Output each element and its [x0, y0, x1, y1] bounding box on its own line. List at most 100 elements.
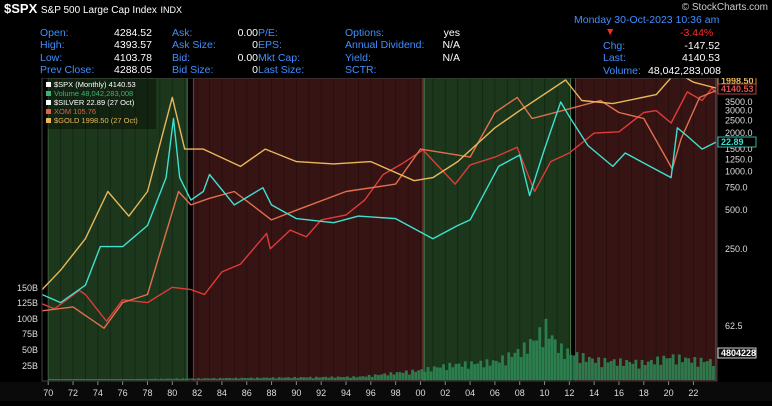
volume-bar	[439, 367, 442, 380]
fundamentals-row-3: Last Size:	[258, 64, 333, 76]
volume-bar	[100, 379, 104, 380]
volume-bar	[113, 379, 117, 380]
x-tick-label: 16	[614, 388, 624, 398]
x-tick-label: 88	[267, 388, 277, 398]
volume-bar	[699, 357, 703, 380]
volume-bar	[426, 367, 430, 380]
right-axis-tick: 2000.0	[725, 128, 753, 138]
volume-bar	[429, 371, 433, 380]
volume-bar	[243, 377, 247, 380]
options-value: yes	[443, 27, 460, 39]
volume-bar	[97, 379, 101, 380]
x-tick-label: 98	[391, 388, 401, 398]
volume-bar	[435, 367, 439, 380]
x-tick-label: 90	[291, 388, 301, 398]
volume-bar	[197, 378, 200, 380]
volume-bar	[411, 369, 414, 380]
summary-label: Volume:	[603, 64, 641, 77]
volume-bar	[57, 379, 61, 380]
volume-bar	[308, 376, 312, 380]
right-axis-tick: 500.0	[725, 205, 748, 215]
volume-bar	[283, 377, 287, 380]
price-chart-svg: 4500.03500.03000.02500.02000.01750.01500…	[0, 71, 772, 401]
volume-bar	[445, 370, 449, 380]
x-tick-label: 12	[564, 388, 574, 398]
quote-label: Prev Close:	[40, 63, 95, 76]
legend-entry: $GOLD 1998.50 (27 Oct)	[54, 116, 138, 125]
volume-bar	[687, 358, 691, 380]
quote-value: 4103.78	[114, 51, 152, 64]
volume-bar	[404, 370, 408, 380]
volume-bar	[609, 361, 613, 380]
volume-bar	[119, 379, 123, 380]
volume-bar	[358, 376, 362, 380]
last-value-box	[717, 347, 757, 359]
volume-bar	[529, 338, 532, 380]
volume-bar	[225, 378, 228, 380]
volume-bar	[708, 359, 712, 380]
volume-bar	[457, 363, 461, 380]
volume-bar	[79, 379, 83, 380]
last-value-label: 4804228	[721, 348, 756, 358]
volume-bar	[401, 372, 405, 380]
fundamentals-label: Last Size:	[258, 63, 305, 76]
fundamentals-label: EPS:	[258, 39, 282, 52]
volume-bar	[442, 364, 445, 380]
legend-swatch	[46, 109, 51, 114]
volume-bar	[615, 365, 619, 380]
options-label: Annual Dividend:	[345, 39, 425, 52]
volume-bar	[392, 374, 396, 380]
volume-bar	[311, 378, 315, 380]
fundamentals-row-2: Mkt Cap:	[258, 52, 333, 64]
volume-bar	[513, 352, 517, 380]
volume-bar	[497, 362, 501, 380]
summary-value: 48,042,283,008	[648, 64, 721, 77]
volume-bar	[209, 378, 213, 380]
volume-bar	[671, 354, 675, 380]
stockcharts-logo[interactable]: © StockCharts.com	[681, 2, 768, 13]
volume-bar	[622, 365, 625, 380]
volume-bar	[249, 377, 253, 380]
series-spx	[41, 87, 717, 322]
x-tick-label: 76	[118, 388, 128, 398]
volume-bar	[460, 366, 464, 380]
series-xom	[41, 89, 717, 329]
x-tick-label: 80	[167, 388, 177, 398]
options-row-3: SCTR:	[345, 64, 460, 76]
volume-bar	[178, 379, 182, 380]
volume-bar	[206, 378, 210, 380]
volume-bar	[128, 379, 132, 380]
volume-bar	[485, 359, 489, 380]
volume-bar	[345, 376, 349, 380]
volume-bar	[370, 376, 374, 380]
volume-bar	[646, 361, 650, 380]
volume-bar	[690, 362, 694, 380]
volume-bar	[324, 376, 328, 380]
bidask-value: 0	[252, 63, 258, 76]
series-silver	[41, 101, 717, 304]
volume-axis-tick: 25B	[22, 361, 38, 371]
volume-bar	[693, 357, 697, 380]
volume-bar	[131, 379, 135, 380]
volume-bar	[162, 379, 166, 380]
volume-bar	[215, 378, 219, 380]
x-tick-label: 74	[93, 388, 103, 398]
shaded-period-2	[424, 78, 571, 381]
bidask-row-3: Bid Size: 0	[172, 64, 258, 76]
volume-bar	[141, 379, 145, 380]
volume-bar	[606, 362, 610, 380]
x-tick-label: 18	[639, 388, 649, 398]
bidask-label: Ask:	[172, 27, 193, 39]
volume-bar	[653, 364, 656, 380]
volume-bar	[237, 378, 241, 380]
volume-bar	[88, 379, 92, 380]
volume-bar	[187, 378, 191, 380]
volume-bar	[246, 377, 250, 380]
volume-bar	[566, 348, 570, 380]
volume-bar	[544, 318, 548, 380]
volume-bar	[389, 372, 393, 380]
symbol-title: $SPX S&P 500 Large Cap Index INDX	[4, 1, 182, 16]
down-arrow-icon: ▼	[605, 26, 616, 38]
volume-bar	[231, 378, 235, 380]
x-tick-label: 06	[490, 388, 500, 398]
